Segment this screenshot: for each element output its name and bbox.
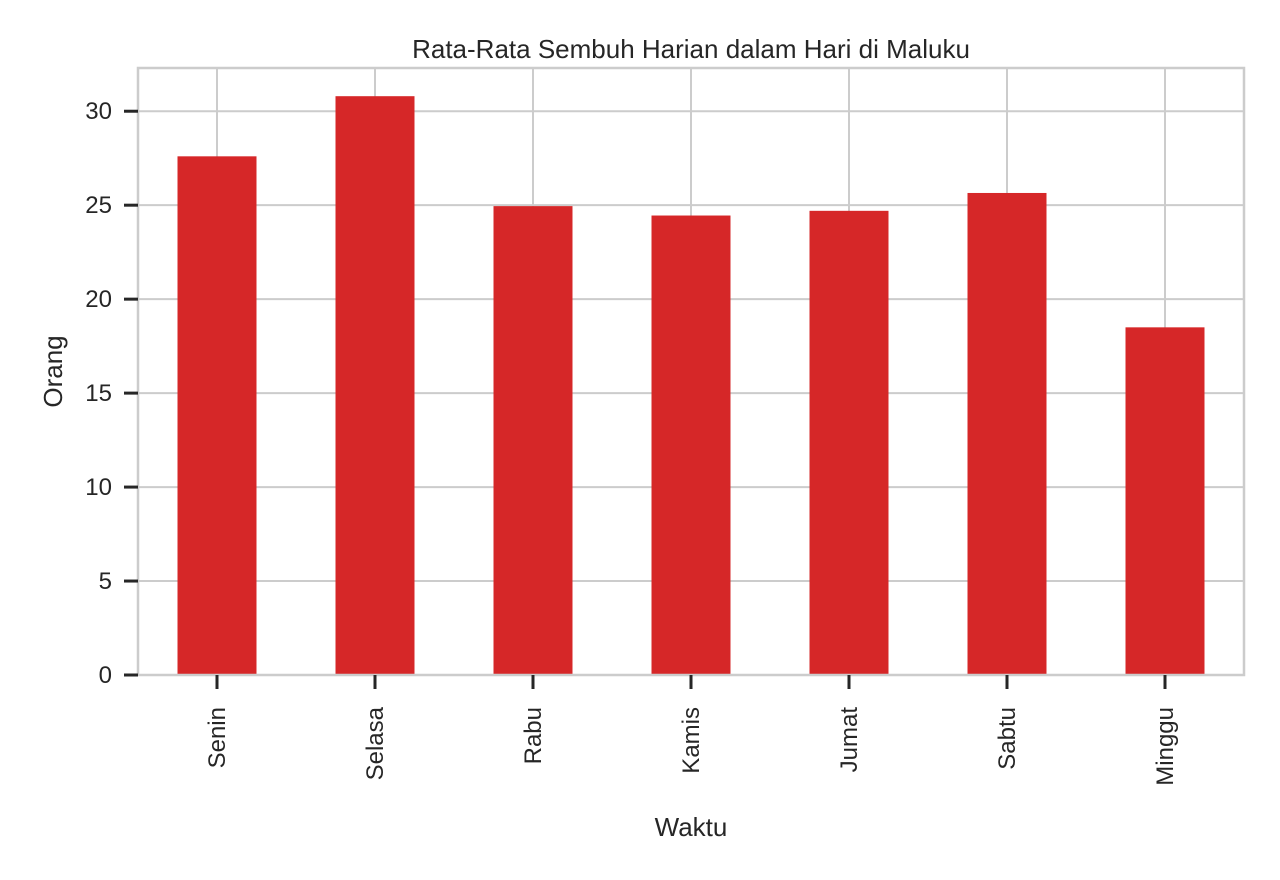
x-tick-label: Rabu — [520, 707, 547, 764]
y-tick-label: 20 — [85, 286, 112, 313]
y-tick-label: 10 — [85, 474, 112, 501]
x-tick-label: Jumat — [836, 707, 863, 773]
y-tick-label: 0 — [99, 662, 112, 689]
bar-selasa — [335, 96, 415, 676]
x-tick-label: Senin — [204, 707, 231, 768]
y-tick-label: 30 — [85, 98, 112, 125]
y-tick-label: 15 — [85, 380, 112, 407]
bars — [177, 96, 1205, 676]
x-tick-label: Sabtu — [994, 707, 1021, 770]
y-tick-label: 5 — [99, 568, 112, 595]
x-axis-ticks: Senin Selasa Rabu Kamis Jumat Sabtu Minggu — [204, 675, 1179, 786]
x-tick-label: Minggu — [1152, 707, 1179, 786]
bar-jumat — [809, 210, 889, 675]
x-tick-label: Selasa — [362, 706, 389, 780]
bar-sabtu — [967, 192, 1047, 675]
chart-title: Rata-Rata Sembuh Harian dalam Hari di Ma… — [412, 34, 970, 64]
x-axis-title: Waktu — [655, 812, 728, 842]
x-tick-label: Kamis — [678, 707, 705, 774]
bar-senin — [177, 156, 257, 675]
bar-minggu — [1125, 327, 1205, 675]
y-axis-title: Orang — [38, 335, 68, 407]
y-axis-ticks: 0 5 10 15 20 25 30 — [85, 98, 138, 689]
y-tick-label: 25 — [85, 192, 112, 219]
bar-rabu — [493, 206, 573, 676]
bar-kamis — [651, 215, 731, 675]
